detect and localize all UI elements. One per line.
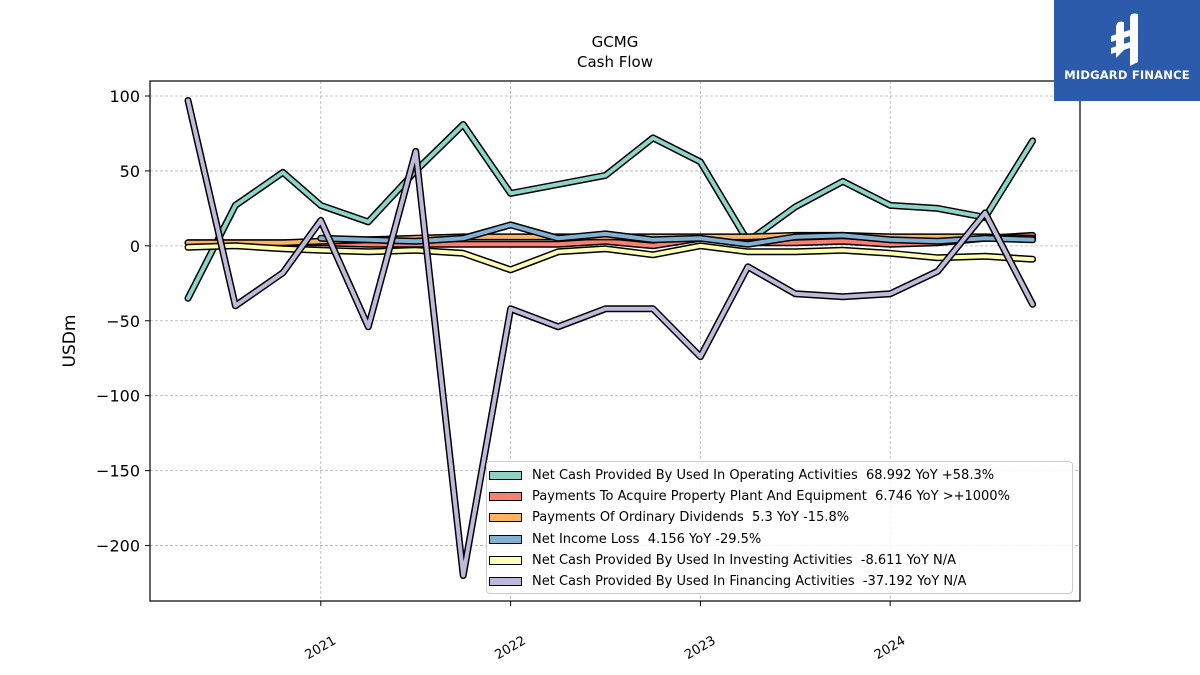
- series-0: [184, 121, 1037, 302]
- series-line: [186, 122, 1035, 301]
- series-area: [184, 97, 1037, 579]
- y-tick-label: −100: [96, 387, 140, 406]
- legend-swatch: [489, 492, 522, 502]
- series-5: [184, 97, 1037, 579]
- legend-label: Net Cash Provided By Used In Operating A…: [532, 468, 995, 484]
- legend-label: Payments Of Ordinary Dividends 5.3 YoY -…: [532, 510, 850, 526]
- legend-swatch: [489, 471, 522, 481]
- legend-item: Payments Of Ordinary Dividends 5.3 YoY -…: [487, 507, 1072, 528]
- logo-text: MIDGARD FINANCE: [1064, 68, 1190, 82]
- series-4: [184, 242, 1037, 274]
- legend-swatch: [489, 513, 522, 523]
- legend-swatch: [489, 555, 522, 565]
- legend-label: Net Cash Provided By Used In Investing A…: [532, 552, 957, 568]
- legend-swatch: [489, 577, 522, 587]
- legend-label: Payments To Acquire Property Plant And E…: [532, 489, 1010, 505]
- legend-item: Net Income Loss 4.156 YoY -29.5%: [487, 529, 1072, 550]
- y-tick-label: 50: [120, 162, 140, 181]
- chart-title: GCMG: [592, 33, 639, 51]
- legend-swatch: [489, 534, 522, 544]
- legend-item: Payments To Acquire Property Plant And E…: [487, 486, 1072, 507]
- y-tick-label: 0: [130, 237, 140, 256]
- y-tick-label: −50: [106, 312, 140, 331]
- series-line: [318, 222, 1035, 247]
- chart-legend: Net Cash Provided By Used In Operating A…: [486, 461, 1073, 594]
- y-tick-label: −200: [96, 537, 140, 556]
- y-axis-label: USDm: [60, 315, 80, 368]
- plot-frame: [149, 80, 1081, 602]
- series-3: [317, 221, 1037, 248]
- logo-mark-icon: [1111, 13, 1138, 66]
- legend-item: Net Cash Provided By Used In Operating A…: [487, 465, 1072, 486]
- legend-item: Net Cash Provided By Used In Financing A…: [487, 571, 1072, 592]
- series-line: [186, 243, 1035, 272]
- legend-label: Net Income Loss 4.156 YoY -29.5%: [532, 531, 762, 547]
- brand-logo: MIDGARD FINANCE: [1054, 0, 1200, 101]
- y-tick-label: −150: [96, 462, 140, 481]
- legend-item: Net Cash Provided By Used In Investing A…: [487, 550, 1072, 571]
- legend-label: Net Cash Provided By Used In Financing A…: [532, 574, 967, 590]
- y-tick-label: 100: [109, 87, 140, 106]
- series-line: [186, 98, 1035, 578]
- chart-subtitle: Cash Flow: [577, 53, 653, 71]
